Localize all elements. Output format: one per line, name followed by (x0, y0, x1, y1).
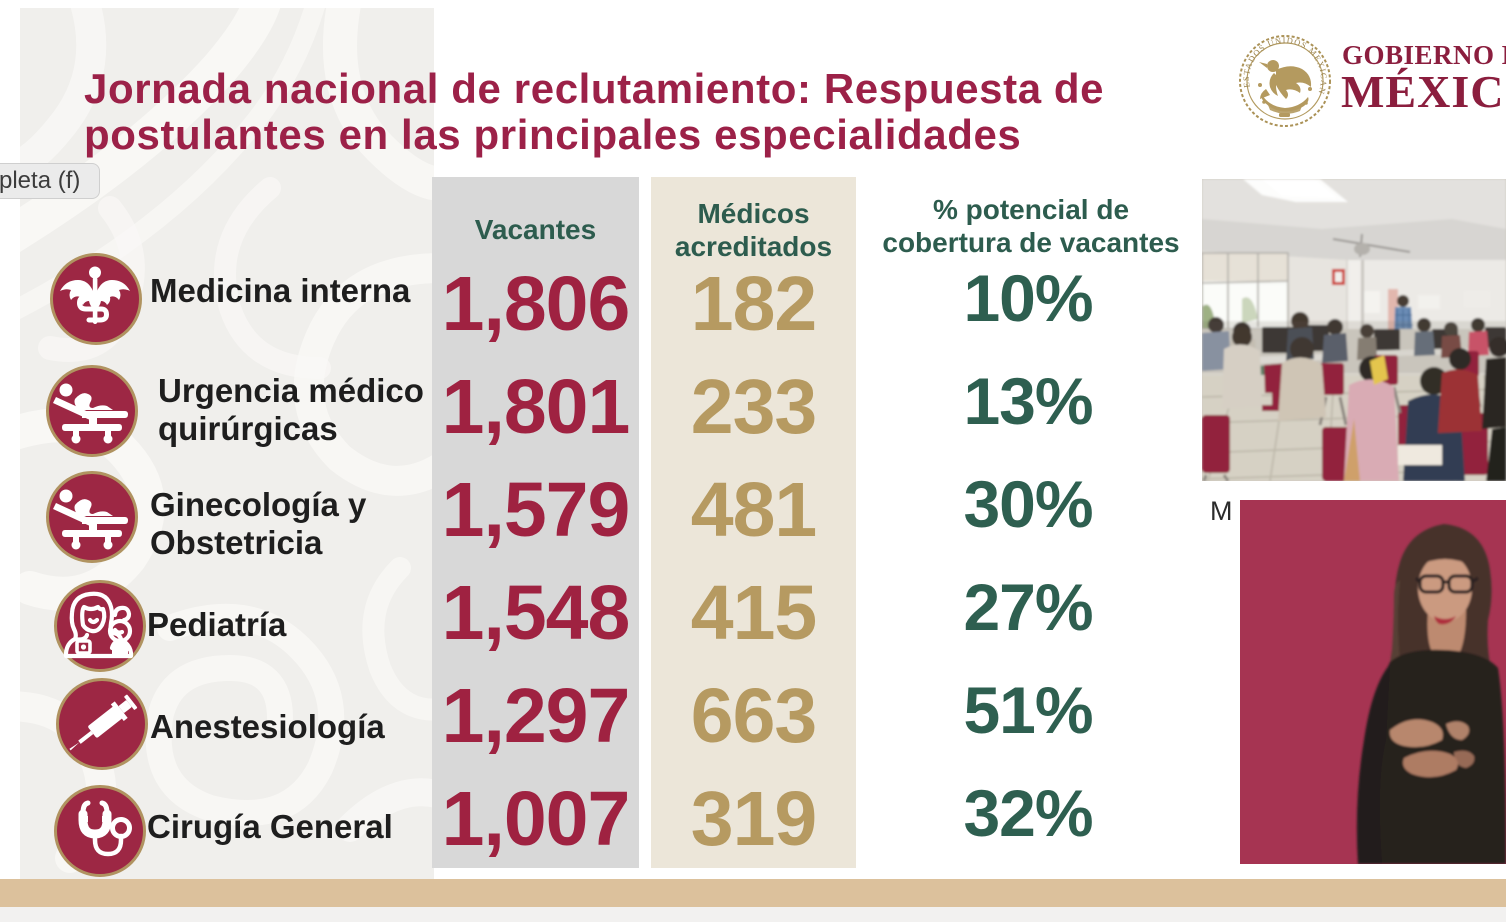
svg-text:GOBIERNO DE: GOBIERNO DE (1342, 40, 1506, 70)
svg-text:MÉXICO: MÉXICO (1341, 66, 1506, 117)
